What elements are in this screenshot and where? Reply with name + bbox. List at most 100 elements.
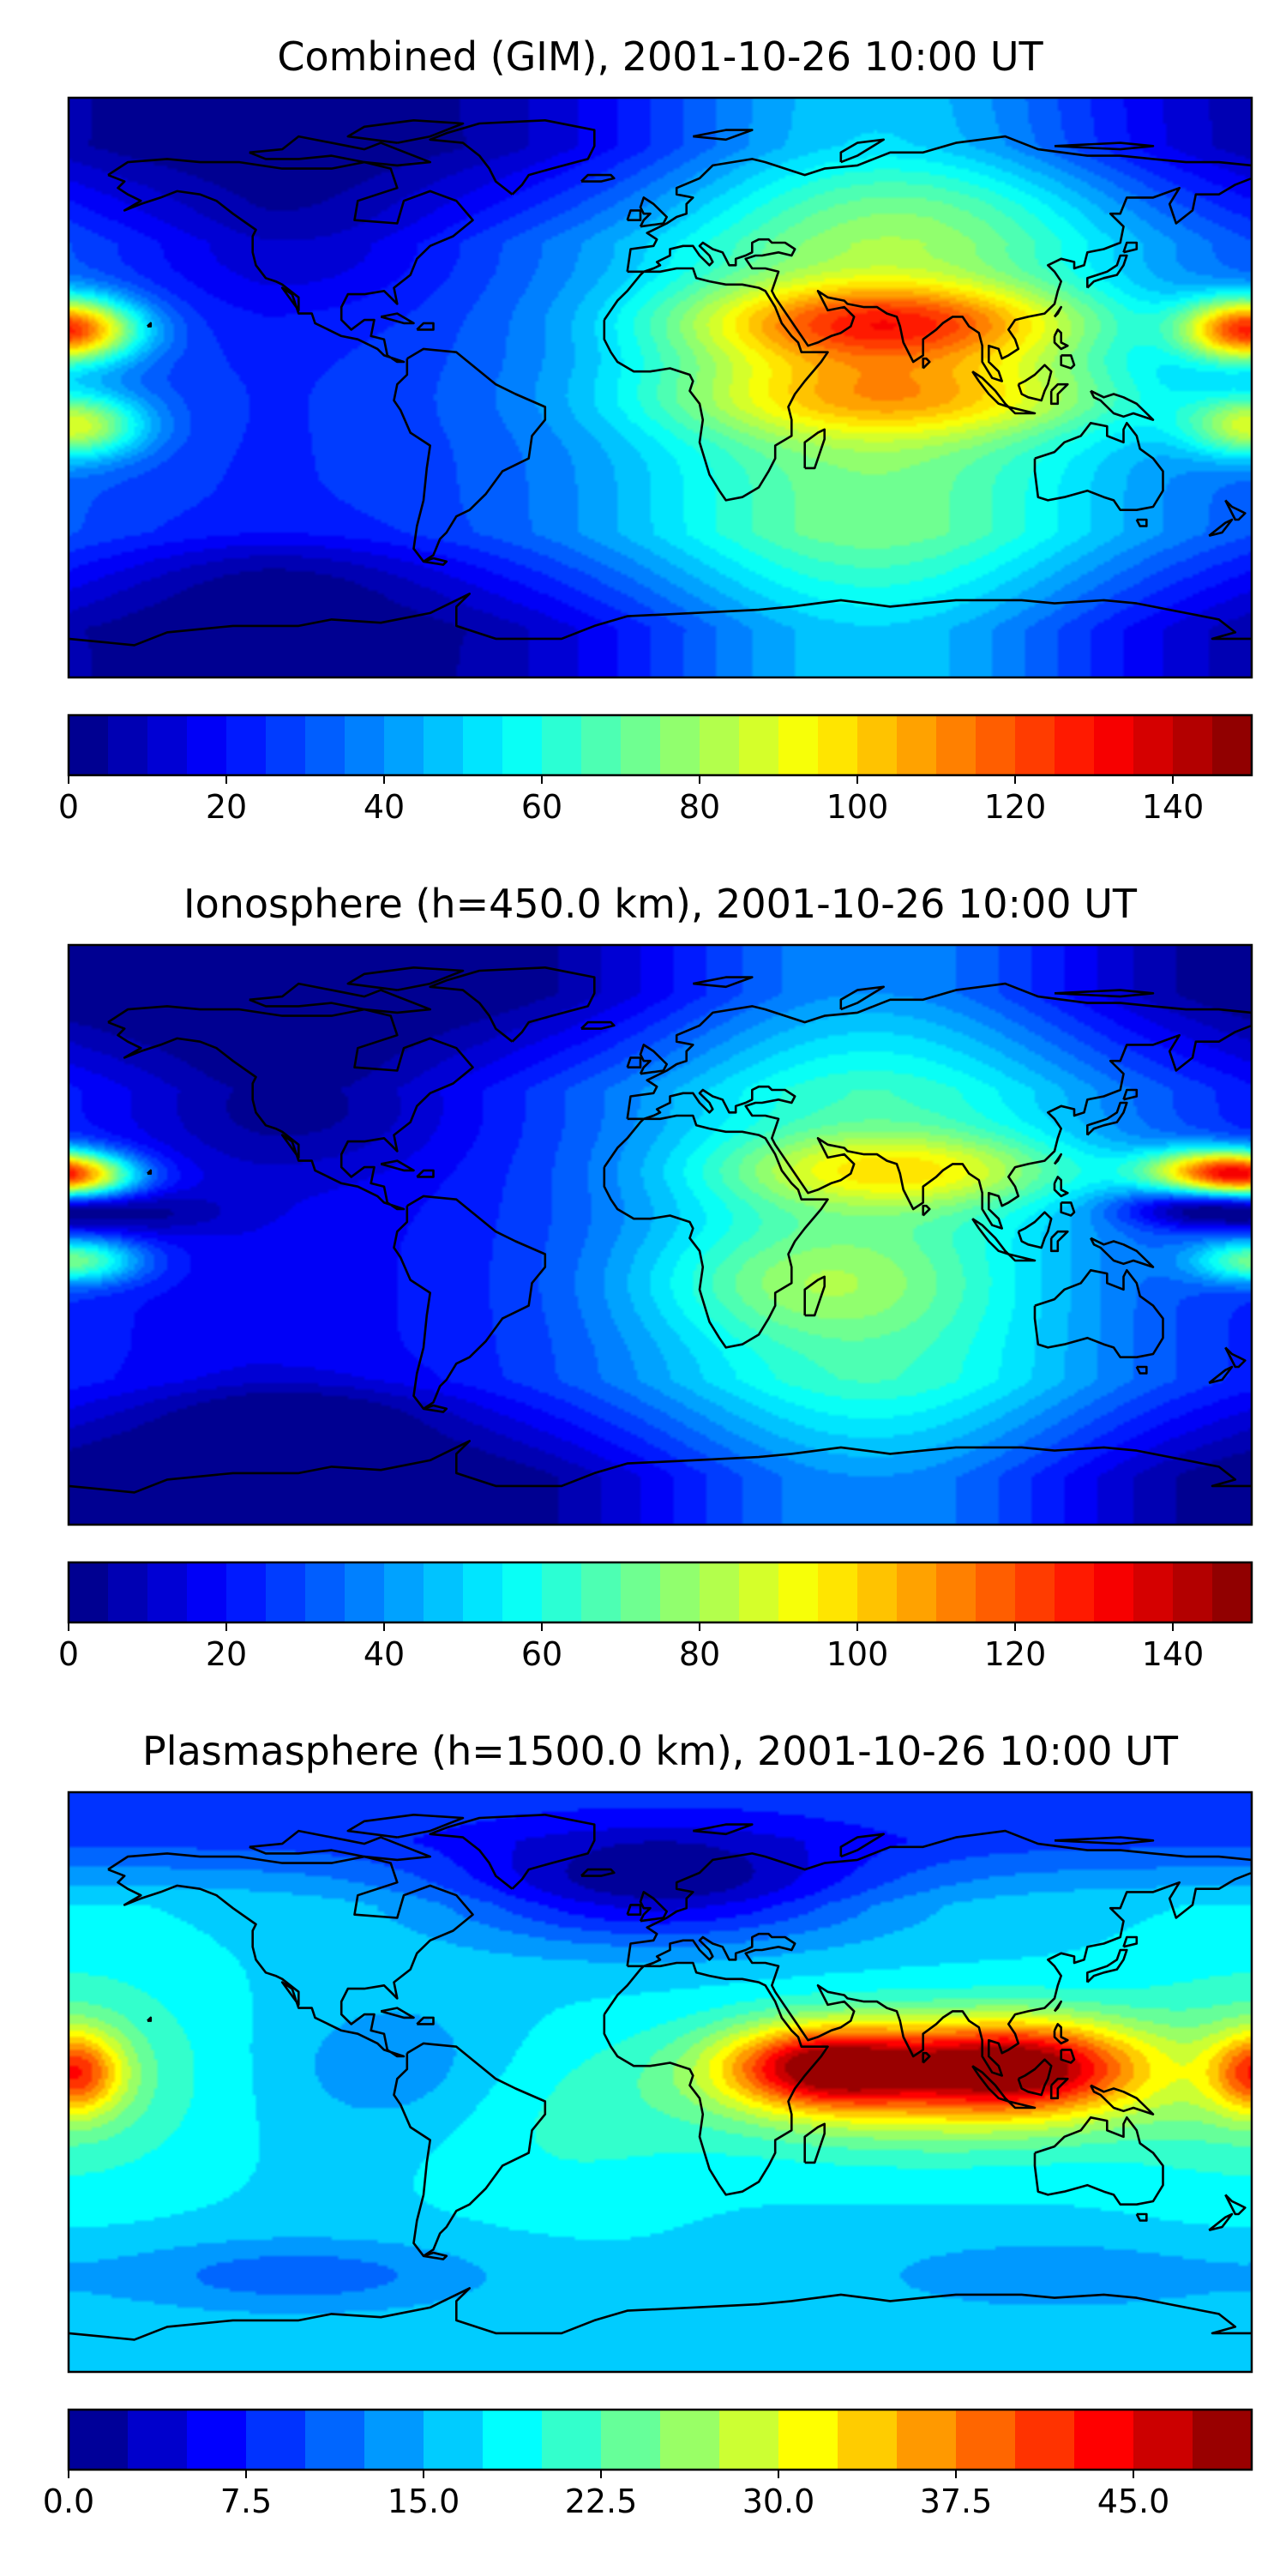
coastline xyxy=(1007,406,1037,415)
colorbar-segment xyxy=(1015,715,1055,775)
coastline xyxy=(626,135,1252,382)
colorbar-segment xyxy=(936,1562,977,1622)
map-ionosphere xyxy=(69,945,1252,1525)
coastline xyxy=(1086,1101,1128,1136)
colorbar-segment xyxy=(305,2410,365,2470)
colorbar-tick-label: 0 xyxy=(58,1635,79,1673)
coastline xyxy=(639,1044,669,1075)
coastline xyxy=(380,2007,415,2019)
coastline xyxy=(1135,2212,1148,2222)
colorbar-segment xyxy=(1133,715,1174,775)
colorbar-segment xyxy=(1055,715,1095,775)
colorbar-tick-label: 80 xyxy=(679,788,720,826)
colorbar-segment xyxy=(384,715,424,775)
coastline xyxy=(107,158,474,364)
colorbar-segment xyxy=(660,715,700,775)
colorbar-frame xyxy=(67,713,1253,777)
colorbar-segment xyxy=(1074,2410,1134,2470)
coastline xyxy=(922,2051,931,2064)
colorbar-segment xyxy=(384,1562,424,1622)
coastline xyxy=(107,1005,474,1211)
coastline xyxy=(693,976,754,989)
colorbar-segment xyxy=(345,1562,385,1622)
coastline xyxy=(1053,328,1069,351)
colorbar-tick-label: 140 xyxy=(1142,788,1205,826)
coastline xyxy=(1208,2212,1234,2232)
colorbar: 0.0 7.5 15.0 22.5 30.0 37.5 45.0 xyxy=(43,2408,1253,2520)
colorbar-segment xyxy=(69,2410,129,2470)
colorbar-segment xyxy=(601,2410,661,2470)
colorbar-segment xyxy=(1173,1562,1213,1622)
chart-title: Combined (GIM), 2001-10-26 10:00 UT xyxy=(277,33,1043,80)
coastline xyxy=(1049,2077,1069,2100)
coastline xyxy=(1017,2058,1053,2097)
colorbar-segment xyxy=(108,1562,148,1622)
coastline xyxy=(1122,241,1139,254)
colorbar-segment xyxy=(778,715,819,775)
colorbar: 0 20 40 60 80 100 120 140 xyxy=(58,713,1253,826)
coastline xyxy=(1135,1365,1148,1375)
colorbar-segment xyxy=(502,715,543,775)
coastline xyxy=(693,129,754,141)
heatmap-field xyxy=(69,945,1252,1525)
coastline xyxy=(1090,389,1155,421)
colorbar-frame xyxy=(67,2408,1253,2471)
coastline xyxy=(1054,989,1155,998)
colorbar-segment xyxy=(581,1562,622,1622)
coastline xyxy=(380,312,415,325)
colorbar-segment xyxy=(502,1562,543,1622)
coastline xyxy=(839,985,885,1011)
heatmap-field xyxy=(69,1792,1252,2372)
colorbar-segment xyxy=(1173,715,1213,775)
panel-plasmasphere: Plasmasphere (h=1500.0 km), 2001-10-26 1… xyxy=(43,1728,1253,2520)
colorbar-segment xyxy=(1212,715,1253,775)
coastline xyxy=(603,1961,829,2196)
coastline xyxy=(1060,354,1076,370)
colorbar-segment xyxy=(1133,1562,1174,1622)
coastline xyxy=(249,1829,432,1862)
coastline xyxy=(69,1440,1252,1494)
colorbar-segment xyxy=(128,2410,188,2470)
colorbar-segment xyxy=(857,1562,898,1622)
panel-combined: Combined (GIM), 2001-10-26 10:00 UT 0 20 4… xyxy=(58,33,1253,826)
colorbar-segment xyxy=(976,1562,1016,1622)
map-frame xyxy=(67,1791,1253,2374)
coastline xyxy=(922,1204,931,1217)
colorbar-segment xyxy=(483,2410,543,2470)
colorbar-segment xyxy=(246,2410,306,2470)
colorbar-segment xyxy=(364,2410,424,2470)
colorbar-segment xyxy=(739,715,779,775)
coastlines xyxy=(69,966,1252,1494)
colorbar-tick-label: 20 xyxy=(206,1635,247,1673)
heatmap-field xyxy=(69,98,1252,677)
colorbar-tick-label: 0.0 xyxy=(43,2483,94,2520)
colorbar-segment xyxy=(542,715,582,775)
colorbar-segment xyxy=(660,1562,700,1622)
coastline xyxy=(1054,141,1155,151)
colorbar-tick-label: 20 xyxy=(206,788,247,826)
coastline xyxy=(346,966,465,991)
coastline xyxy=(1007,2100,1037,2110)
colorbar-tick-label: 40 xyxy=(364,788,405,826)
map-combined xyxy=(69,98,1252,677)
colorbar-segment xyxy=(1193,2410,1253,2470)
coastlines xyxy=(69,1814,1252,2341)
coastline xyxy=(416,2016,435,2025)
coastlines xyxy=(69,119,1252,647)
colorbar-tick-label: 80 xyxy=(679,1635,720,1673)
colorbar-segment xyxy=(187,2410,247,2470)
colorbar-segment xyxy=(226,1562,267,1622)
colorbar-segment xyxy=(897,1562,937,1622)
colorbar-segment xyxy=(226,715,267,775)
coastline xyxy=(1053,1153,1062,1165)
colorbar-segment xyxy=(147,715,188,775)
coastline xyxy=(1033,421,1164,512)
coastline xyxy=(380,1159,415,1172)
coastline xyxy=(1007,1253,1037,1262)
colorbar-segment xyxy=(976,715,1016,775)
coastline xyxy=(803,1275,826,1317)
coastline xyxy=(1053,2023,1069,2045)
coastline xyxy=(839,138,885,164)
coastline xyxy=(1086,1948,1128,1983)
